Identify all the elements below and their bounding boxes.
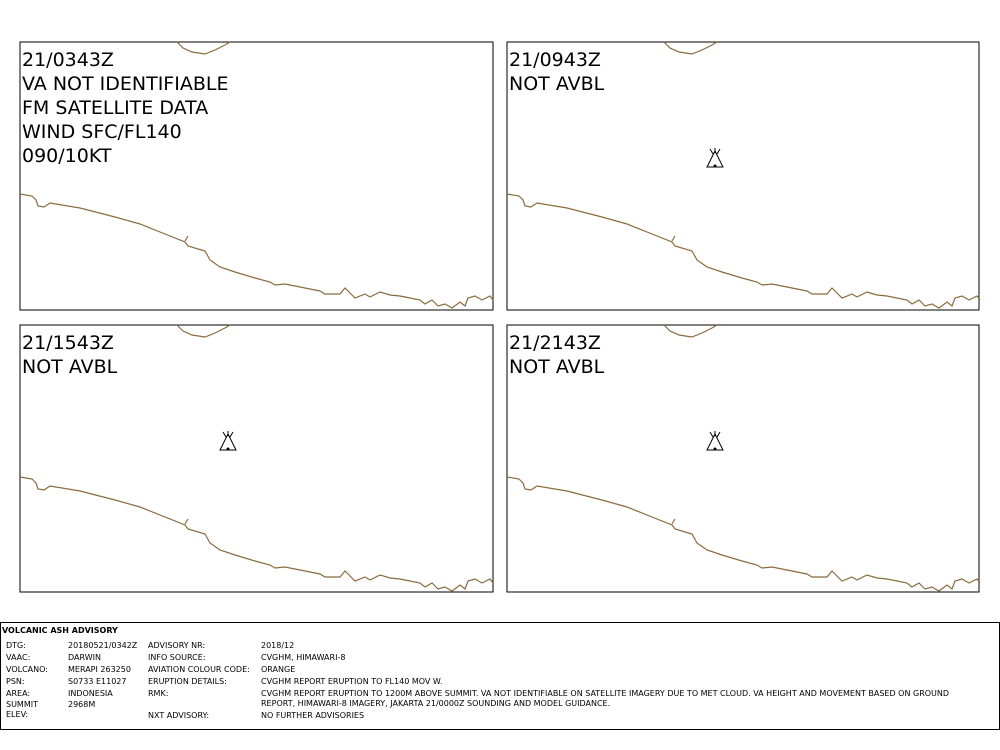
panel-text: 21/0943Z [509, 49, 601, 71]
panel-text: NOT AVBL [509, 356, 605, 378]
advisory-label: VAAC: [6, 653, 31, 662]
advisory-label: NXT ADVISORY: [148, 711, 210, 720]
panel-text: NOT AVBL [509, 73, 605, 95]
advisory-label: RMK: [148, 689, 169, 698]
advisory-value: MERAPI 263250 [68, 665, 131, 674]
panel-frame [506, 324, 980, 593]
advisory-label: PSN: [6, 677, 25, 686]
panel-text: NOT AVBL [22, 356, 118, 378]
panel-text: 090/10KT [22, 145, 112, 167]
advisory-value: CVGHM, HIMAWARI-8 [261, 653, 346, 662]
advisory-label: DTG: [6, 641, 26, 650]
panel-text: 21/0343Z [22, 49, 114, 71]
advisory-value: 2968M [68, 700, 96, 709]
advisory-label: AREA: [6, 689, 31, 698]
advisory-value: S0733 E11027 [68, 677, 127, 686]
panel-frame [19, 41, 494, 311]
advisory-value: 2018/12 [261, 641, 295, 650]
advisory-value: NO FURTHER ADVISORIES [261, 711, 365, 720]
panel-text: VA NOT IDENTIFIABLE [22, 73, 228, 95]
panel-text: FM SATELLITE DATA [22, 97, 208, 119]
advisory-value: ORANGE [261, 665, 296, 674]
panel-text: 21/1543Z [22, 332, 114, 354]
advisory-label: ERUPTION DETAILS: [148, 677, 227, 686]
panel-frame [506, 41, 980, 311]
advisory-label: VOLCANO: [6, 665, 48, 674]
advisory-table: VOLCANIC ASH ADVISORY DTG: 20180521/0342Z… [0, 622, 1000, 730]
panel-text: WIND SFC/FL140 [22, 121, 182, 143]
advisory-label: SUMMIT ELEV: [6, 700, 38, 719]
advisory-value: CVGHM REPORT ERUPTION TO FL140 MOV W. [261, 677, 443, 686]
advisory-value: DARWIN [68, 653, 101, 662]
advisory-label: INFO SOURCE: [148, 653, 206, 662]
advisory-value: INDONESIA [68, 689, 113, 698]
advisory-value: CVGHM REPORT ERUPTION TO 1200M ABOVE SUM… [261, 689, 950, 708]
panel-frame [19, 324, 494, 593]
panel-text: 21/2143Z [509, 332, 601, 354]
advisory-title: VOLCANIC ASH ADVISORY [2, 626, 118, 635]
advisory-label: AVIATION COLOUR CODE: [148, 665, 250, 674]
advisory-label: ADVISORY NR: [148, 641, 206, 650]
advisory-value: 20180521/0342Z [68, 641, 138, 650]
